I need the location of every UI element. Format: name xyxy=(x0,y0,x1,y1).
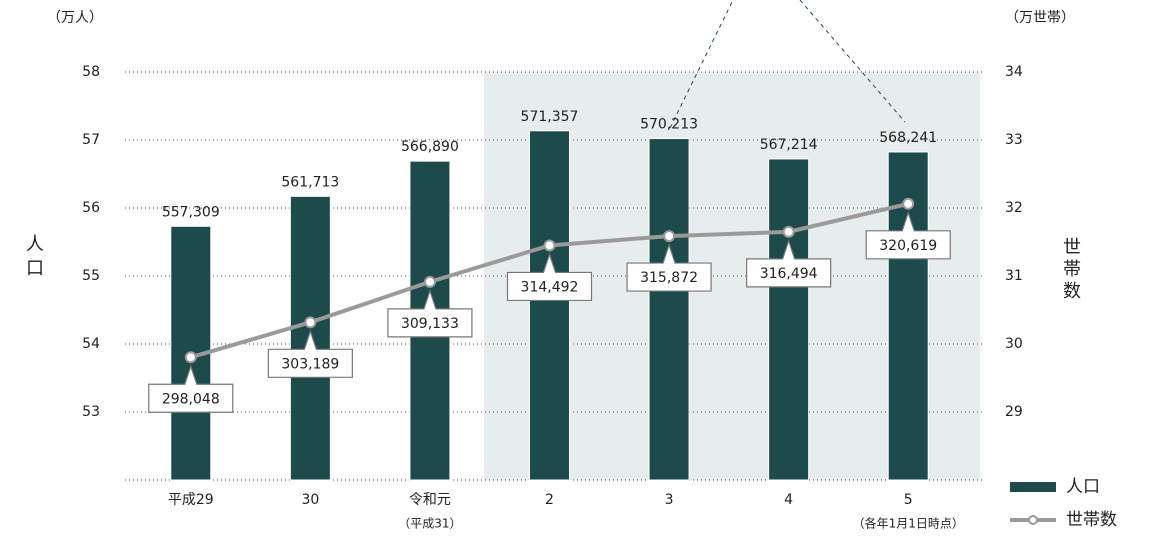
legend-label: 世帯数 xyxy=(1066,510,1117,530)
line-value-label: 314,492 xyxy=(521,279,579,295)
y-tick-label: 58 xyxy=(82,64,100,80)
y2-tick-label: 34 xyxy=(1005,64,1023,80)
line-value-label: 298,048 xyxy=(162,391,220,407)
label-box xyxy=(626,243,712,292)
y2-tick-label: 30 xyxy=(1005,336,1023,352)
label-box xyxy=(865,210,951,260)
line-value-label: 315,872 xyxy=(640,270,698,286)
y2-tick-label: 33 xyxy=(1005,132,1023,148)
line-point xyxy=(663,230,676,243)
y2-tick-label: 32 xyxy=(1005,200,1023,216)
line-point xyxy=(184,351,197,364)
line-point xyxy=(304,316,317,329)
line-point xyxy=(543,239,556,252)
line-value-label: 303,189 xyxy=(281,356,339,372)
y-axis-label: 人口 xyxy=(23,234,44,282)
line-value-label: 320,619 xyxy=(879,238,937,254)
label-box xyxy=(148,364,234,413)
y-tick-label: 55 xyxy=(82,268,100,284)
x-tick-label: 令和元 xyxy=(409,492,451,508)
x-tick-label: 30 xyxy=(301,492,319,508)
bar xyxy=(529,130,570,481)
label-box xyxy=(506,252,593,302)
bar xyxy=(648,138,690,481)
category-note: （平成31） xyxy=(398,517,461,531)
callout-line xyxy=(799,0,906,123)
y2-axis-label: 世帯数 xyxy=(1060,237,1081,303)
x-tick-label: 平成29 xyxy=(168,492,214,508)
label-box xyxy=(387,288,473,338)
bar-value-label: 571,357 xyxy=(521,109,579,125)
bar-value-label: 570,213 xyxy=(640,117,698,133)
line-point xyxy=(423,275,436,288)
y-tick-label: 57 xyxy=(82,132,100,148)
line-value-label: 309,133 xyxy=(401,316,459,332)
legend-label: 人口 xyxy=(1066,477,1100,497)
bar-value-label: 567,214 xyxy=(760,137,818,153)
line-value-label: 316,494 xyxy=(760,266,818,282)
bar-value-label: 561,713 xyxy=(281,174,339,190)
x-tick-label: 3 xyxy=(665,492,674,508)
legend-swatch xyxy=(1028,515,1038,525)
bar xyxy=(768,158,810,481)
y-unit: （万人） xyxy=(47,10,103,26)
line-point xyxy=(782,225,795,238)
label-box xyxy=(746,238,832,288)
bar-value-label: 557,309 xyxy=(162,204,220,220)
legend-swatch xyxy=(1010,482,1056,492)
x-tick-label: 5 xyxy=(904,492,913,508)
y2-unit: （万世帯） xyxy=(1005,10,1075,26)
x-tick-label: 2 xyxy=(545,492,554,508)
date-note: （各年1月1日時点） xyxy=(853,516,964,531)
y-tick-label: 56 xyxy=(82,200,100,216)
y2-tick-label: 31 xyxy=(1005,268,1023,284)
x-tick-label: 4 xyxy=(784,492,793,508)
bar-value-label: 566,890 xyxy=(401,139,459,155)
y-tick-label: 53 xyxy=(82,404,100,420)
y2-tick-label: 29 xyxy=(1005,404,1023,420)
bar-value-label: 568,241 xyxy=(879,130,937,146)
y-tick-label: 54 xyxy=(82,336,100,352)
line-point xyxy=(902,197,915,210)
label-box xyxy=(267,329,353,378)
